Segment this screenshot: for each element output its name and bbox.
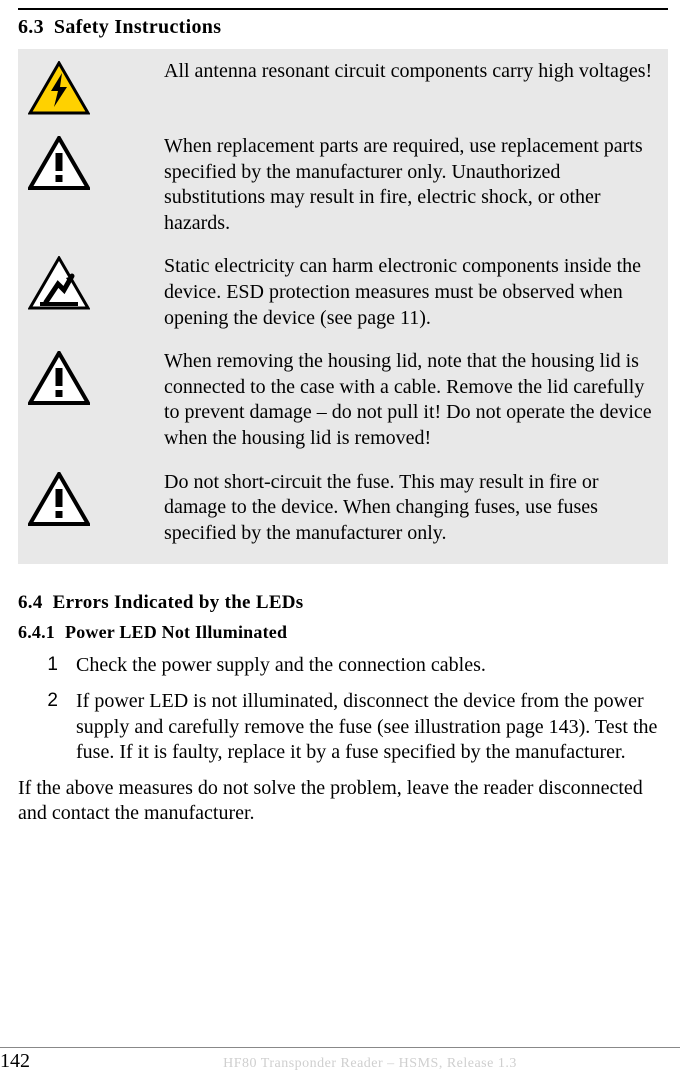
section-number: 6.3: [18, 16, 44, 38]
warning-row: Static electricity can harm electronic c…: [28, 254, 658, 331]
warning-row: All antenna resonant circuit components …: [28, 59, 658, 116]
section-number: 6.4.1: [18, 622, 55, 642]
step-number: 2: [18, 689, 58, 766]
esd-icon: [28, 254, 138, 311]
warning-icon: [28, 349, 138, 406]
warning-text: When replacement parts are required, use…: [164, 134, 658, 236]
warning-row: When replacement parts are required, use…: [28, 134, 658, 236]
top-rule: [18, 8, 668, 10]
warning-text: Static electricity can harm electronic c…: [164, 254, 658, 331]
section-number: 6.4: [18, 592, 43, 613]
page-footer: 142 HF80 Transponder Reader – HSMS, Rele…: [0, 1047, 680, 1073]
list-item: 1 Check the power supply and the connect…: [18, 653, 668, 679]
warning-icon: [28, 470, 138, 527]
step-number: 1: [18, 653, 58, 679]
steps-list: 1 Check the power supply and the connect…: [18, 653, 668, 765]
warning-text: Do not short-circuit the fuse. This may …: [164, 470, 658, 547]
high-voltage-icon: [28, 59, 138, 116]
step-text: Check the power supply and the connectio…: [76, 653, 668, 679]
safety-instructions-box: All antenna resonant circuit components …: [18, 49, 668, 564]
section-title: Safety Instructions: [54, 16, 221, 38]
warning-text: When removing the housing lid, note that…: [164, 349, 658, 451]
footer-text: HF80 Transponder Reader – HSMS, Release …: [60, 1056, 680, 1072]
section-6.3-heading: 6.3 Safety Instructions: [18, 16, 668, 39]
page: 6.3 Safety Instructions All antenna reson…: [0, 0, 680, 1091]
list-item: 2 If power LED is not illuminated, disco…: [18, 689, 668, 766]
section-6.4-heading: 6.4 Errors Indicated by the LEDs: [18, 592, 668, 614]
section-6.4.1-heading: 6.4.1 Power LED Not Illuminated: [18, 622, 668, 643]
warning-row: Do not short-circuit the fuse. This may …: [28, 470, 658, 547]
section-title: Power LED Not Illuminated: [65, 622, 287, 642]
warning-icon: [28, 134, 138, 191]
page-number: 142: [0, 1050, 60, 1073]
closing-paragraph: If the above measures do not solve the p…: [18, 776, 668, 827]
warning-row: When removing the housing lid, note that…: [28, 349, 658, 451]
step-text: If power LED is not illuminated, disconn…: [76, 689, 668, 766]
section-title: Errors Indicated by the LEDs: [53, 592, 304, 613]
warning-text: All antenna resonant circuit components …: [164, 59, 658, 85]
